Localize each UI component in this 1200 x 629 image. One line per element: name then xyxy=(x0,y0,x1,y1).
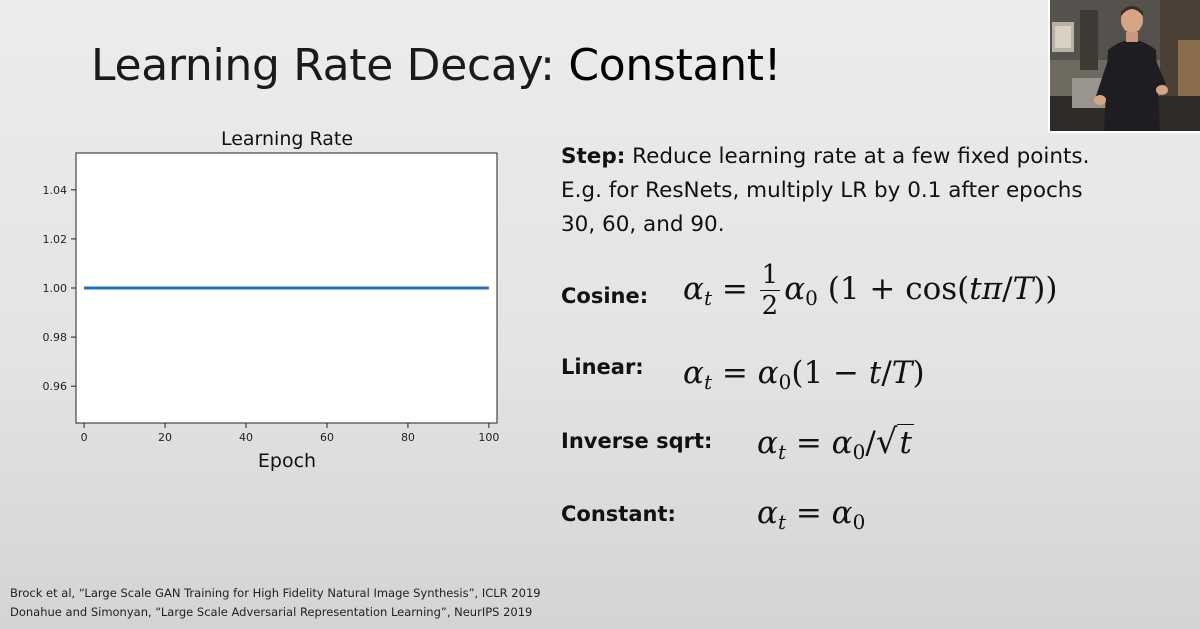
inverse-sqrt-formula: αt = α0/√t xyxy=(757,422,914,464)
x-tick-label: 0 xyxy=(81,431,88,444)
cosine-label: Cosine: xyxy=(561,284,649,308)
x-tick-label: 60 xyxy=(320,431,334,444)
y-tick-label: 1.02 xyxy=(43,233,68,246)
title-main: Learning Rate Decay xyxy=(91,40,541,91)
x-tick-label: 80 xyxy=(401,431,415,444)
constant-formula: αt = α0 xyxy=(757,495,866,534)
y-tick-label: 0.98 xyxy=(43,331,68,344)
x-axis-title: Epoch xyxy=(258,450,316,472)
title-highlight: Constant! xyxy=(568,40,782,91)
references: Brock et al, “Large Scale GAN Training f… xyxy=(10,584,541,622)
constant-label: Constant: xyxy=(561,502,676,526)
x-tick-label: 40 xyxy=(239,431,253,444)
x-tick-label: 100 xyxy=(478,431,499,444)
step-label: Step: xyxy=(561,144,626,169)
cosine-formula: αt = 1 2 α0 (1 + cos(tπ/T)) xyxy=(683,260,1058,321)
y-tick-label: 1.04 xyxy=(43,184,68,197)
y-tick-label: 1.00 xyxy=(43,282,68,295)
step-line-3: 30, 60, and 90. xyxy=(561,212,725,237)
step-description: Step: Reduce learning rate at a few fixe… xyxy=(561,140,1171,242)
reference-2: Donahue and Simonyan, “Large Scale Adver… xyxy=(10,605,533,619)
learning-rate-chart: Learning Rate 0 20 40 60 80 100 0.96 0.98 1.00 1… xyxy=(43,128,500,472)
presenter-video-image xyxy=(1050,0,1200,131)
slide-title: Learning Rate Decay: Constant! xyxy=(91,40,781,91)
linear-label: Linear: xyxy=(561,355,644,379)
x-axis-ticks: 0 20 40 60 80 100 xyxy=(81,423,499,444)
x-tick-label: 20 xyxy=(158,431,172,444)
presenter-webcam xyxy=(1048,0,1200,133)
reference-1: Brock et al, “Large Scale GAN Training f… xyxy=(10,586,541,600)
step-line-1: Reduce learning rate at a few fixed poin… xyxy=(625,144,1090,169)
step-line-2: E.g. for ResNets, multiply LR by 0.1 aft… xyxy=(561,178,1083,203)
y-axis-ticks: 0.96 0.98 1.00 1.02 1.04 xyxy=(43,184,76,393)
chart-title: Learning Rate xyxy=(221,128,353,150)
inverse-sqrt-label: Inverse sqrt: xyxy=(561,429,713,453)
title-colon: : xyxy=(540,40,569,91)
y-tick-label: 0.96 xyxy=(43,380,68,393)
linear-formula: αt = α0(1 − t/T) xyxy=(683,355,925,394)
